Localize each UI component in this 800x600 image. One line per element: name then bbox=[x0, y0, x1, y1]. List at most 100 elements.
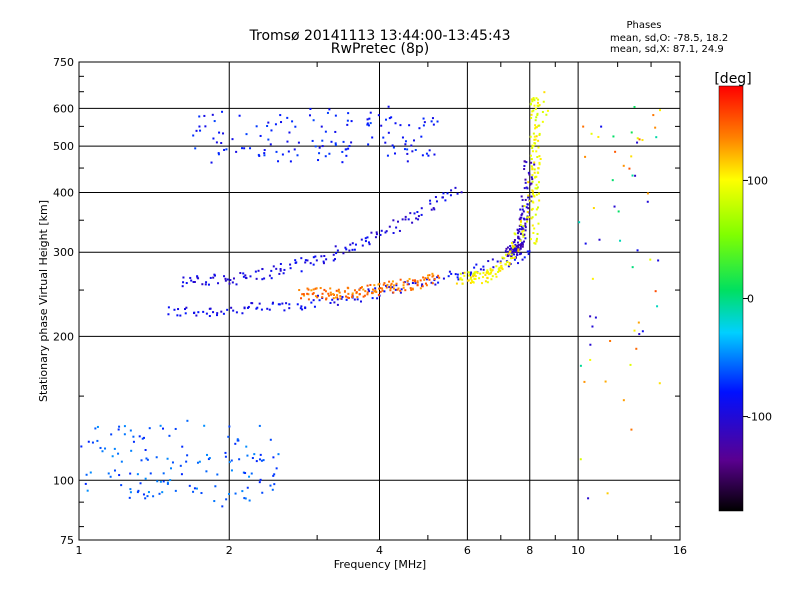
data-point bbox=[541, 110, 544, 113]
data-point bbox=[354, 243, 357, 246]
data-point bbox=[468, 271, 471, 274]
data-point bbox=[333, 258, 336, 261]
data-point bbox=[425, 152, 428, 155]
data-point bbox=[474, 275, 477, 278]
data-point bbox=[428, 149, 431, 152]
data-point bbox=[271, 301, 274, 304]
data-point bbox=[377, 114, 380, 117]
data-point bbox=[333, 301, 336, 304]
data-point bbox=[484, 274, 487, 277]
data-point bbox=[510, 253, 513, 256]
data-point bbox=[370, 231, 373, 234]
data-point bbox=[211, 113, 214, 116]
data-point bbox=[510, 247, 513, 250]
data-point bbox=[380, 124, 383, 127]
data-point bbox=[257, 269, 260, 272]
data-point bbox=[113, 447, 116, 450]
data-point bbox=[413, 212, 416, 215]
data-point bbox=[528, 250, 531, 253]
data-point bbox=[258, 458, 261, 461]
data-point bbox=[411, 287, 414, 290]
data-point bbox=[184, 308, 187, 311]
data-point bbox=[641, 139, 644, 142]
data-point bbox=[123, 433, 126, 436]
data-point bbox=[310, 289, 313, 292]
data-point bbox=[205, 470, 208, 473]
data-point bbox=[636, 141, 639, 144]
data-point bbox=[222, 132, 225, 135]
data-point bbox=[181, 445, 184, 448]
data-point bbox=[409, 287, 412, 290]
data-point bbox=[516, 251, 519, 254]
data-point bbox=[406, 148, 409, 151]
data-point bbox=[117, 428, 120, 431]
data-point bbox=[312, 263, 315, 266]
data-point bbox=[208, 315, 211, 318]
data-point bbox=[657, 259, 660, 262]
data-point bbox=[520, 243, 523, 246]
data-point bbox=[447, 275, 450, 278]
data-point bbox=[244, 274, 247, 277]
data-point bbox=[533, 161, 536, 164]
data-point bbox=[520, 252, 523, 255]
data-point bbox=[339, 295, 342, 298]
data-point bbox=[312, 292, 315, 295]
data-point bbox=[366, 293, 369, 296]
data-point bbox=[527, 211, 530, 214]
data-point bbox=[499, 269, 502, 272]
data-point bbox=[535, 237, 538, 240]
data-point bbox=[386, 154, 389, 157]
data-point bbox=[231, 281, 234, 284]
data-point bbox=[244, 497, 247, 500]
data-point bbox=[242, 471, 245, 474]
data-point bbox=[489, 267, 492, 270]
data-point bbox=[184, 312, 187, 315]
data-point bbox=[341, 295, 344, 298]
data-point bbox=[638, 333, 641, 336]
data-point bbox=[426, 274, 429, 277]
data-point bbox=[408, 277, 411, 280]
data-point bbox=[467, 279, 470, 282]
data-point bbox=[314, 287, 317, 290]
data-point bbox=[463, 274, 466, 277]
y-tick-label: 75 bbox=[60, 534, 74, 547]
data-point bbox=[111, 455, 114, 458]
y-tick-label: 750 bbox=[53, 56, 74, 69]
data-point bbox=[189, 276, 192, 279]
data-point bbox=[411, 281, 414, 284]
data-point bbox=[534, 119, 537, 122]
data-point bbox=[347, 112, 350, 115]
data-point bbox=[487, 273, 490, 276]
data-point bbox=[167, 313, 170, 316]
data-point bbox=[516, 232, 519, 235]
data-point bbox=[397, 287, 400, 290]
data-point bbox=[535, 187, 538, 190]
data-point bbox=[234, 492, 237, 495]
data-point bbox=[536, 156, 539, 159]
data-point bbox=[286, 116, 289, 119]
data-point bbox=[482, 271, 485, 274]
data-point bbox=[531, 180, 534, 183]
data-point bbox=[146, 458, 149, 461]
data-point bbox=[370, 292, 373, 295]
data-point bbox=[84, 482, 87, 485]
data-point bbox=[534, 187, 537, 190]
data-point bbox=[507, 252, 510, 255]
data-point bbox=[527, 194, 530, 197]
data-point bbox=[652, 114, 655, 117]
data-point bbox=[392, 219, 395, 222]
data-point bbox=[289, 263, 292, 266]
data-point bbox=[421, 283, 424, 286]
data-point bbox=[323, 255, 326, 258]
data-point bbox=[455, 282, 458, 285]
data-point bbox=[227, 435, 230, 438]
data-point bbox=[521, 233, 524, 236]
data-point bbox=[138, 435, 141, 438]
data-point bbox=[459, 277, 462, 280]
data-point bbox=[287, 150, 290, 153]
data-point bbox=[246, 454, 249, 457]
data-point bbox=[221, 110, 224, 113]
data-point bbox=[242, 272, 245, 275]
data-point bbox=[234, 442, 237, 445]
data-point bbox=[622, 399, 625, 402]
